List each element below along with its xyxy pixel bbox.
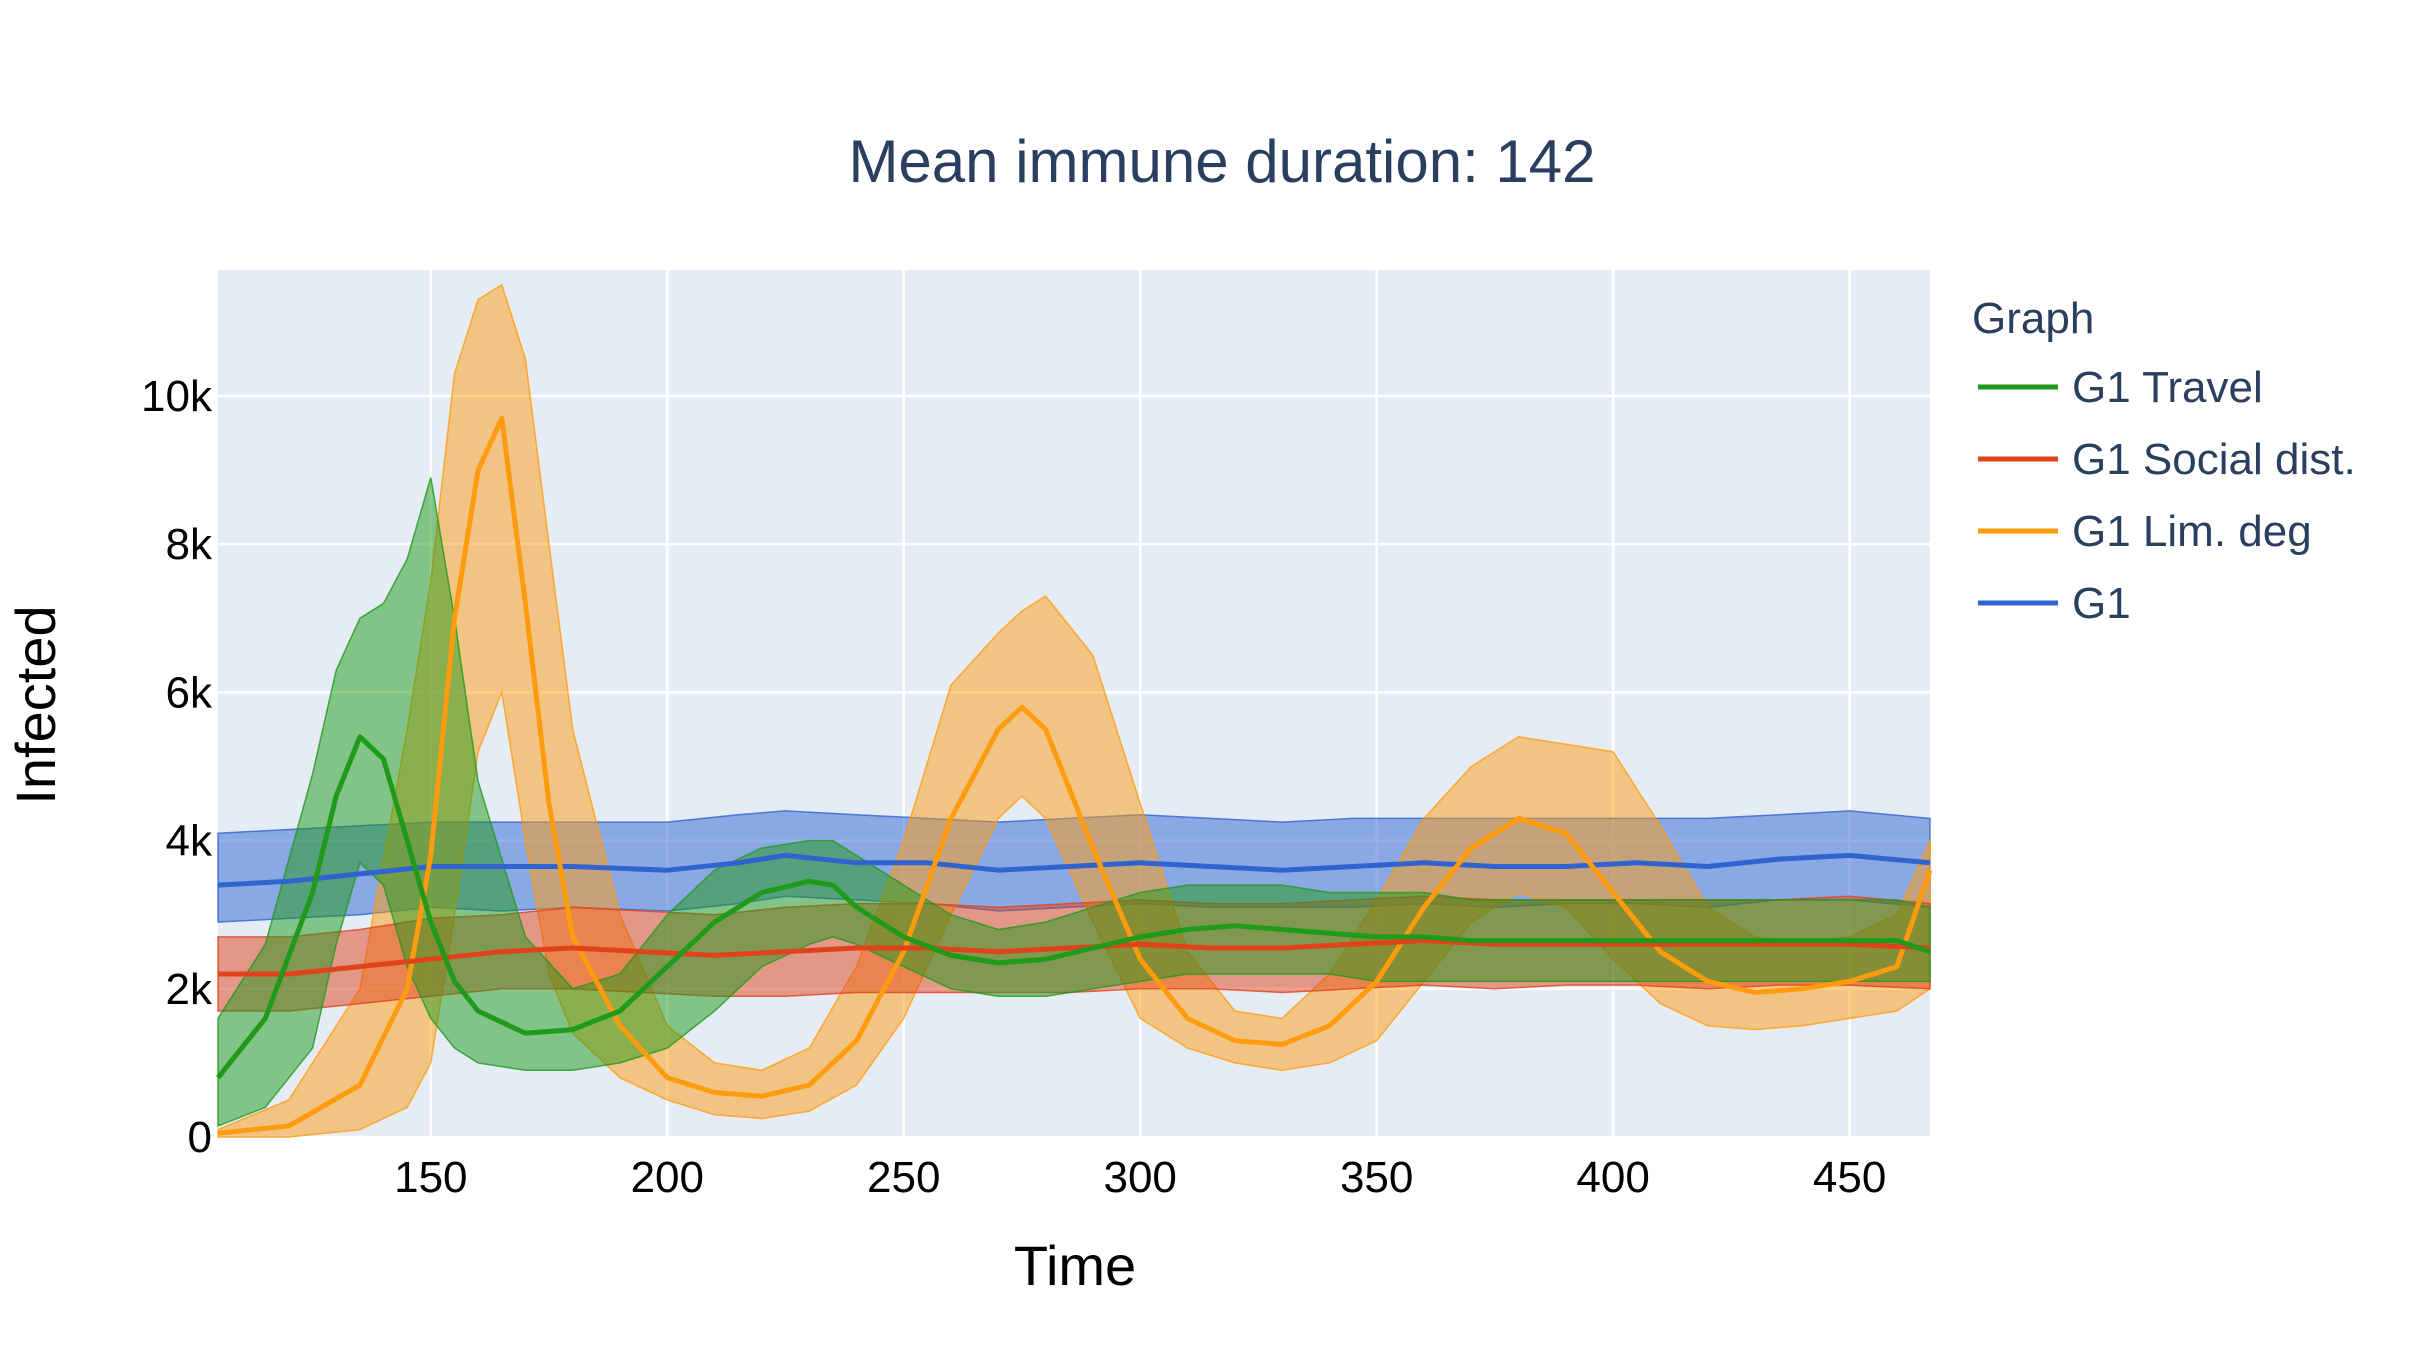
y-tick-label: 0 bbox=[188, 1113, 212, 1162]
x-tick-label: 150 bbox=[394, 1153, 467, 1202]
line-g1-lim-deg bbox=[217, 415, 1933, 1136]
y-tick-label: 10k bbox=[141, 372, 213, 421]
legend-label: G1 Travel bbox=[2072, 363, 2263, 412]
x-axis-ticks: 150 200 250 300 350 400 450 bbox=[394, 1153, 1886, 1202]
x-tick-label: 250 bbox=[867, 1153, 940, 1202]
x-tick-label: 400 bbox=[1576, 1153, 1649, 1202]
legend: Graph G1 Travel G1 Social dist. G1 Lim. de… bbox=[1972, 294, 2356, 628]
x-tick-label: 450 bbox=[1813, 1153, 1886, 1202]
legend-item-g1: G1 bbox=[1978, 579, 2131, 628]
legend-label: G1 Lim. deg bbox=[2072, 507, 2312, 556]
legend-item-g1-travel: G1 Travel bbox=[1978, 363, 2263, 412]
y-axis-ticks: 0 2k 4k 6k 8k 10k bbox=[141, 372, 213, 1162]
y-tick-label: 8k bbox=[166, 520, 213, 569]
legend-label: G1 Social dist. bbox=[2072, 435, 2356, 484]
series-lines bbox=[216, 415, 1933, 1136]
y-tick-label: 2k bbox=[166, 965, 213, 1014]
line-g1-travel bbox=[216, 734, 1931, 1080]
chart-title: Mean immune duration: 142 bbox=[848, 128, 1595, 195]
band-g1-travel bbox=[217, 477, 1931, 1127]
line-g1 bbox=[217, 852, 1931, 888]
x-tick-label: 350 bbox=[1340, 1153, 1413, 1202]
x-tick-label: 300 bbox=[1103, 1153, 1176, 1202]
y-axis-title: Infected bbox=[4, 605, 67, 804]
x-axis-title: Time bbox=[1014, 1234, 1136, 1297]
y-tick-label: 4k bbox=[166, 817, 213, 866]
legend-title: Graph bbox=[1972, 294, 2094, 343]
line-g1-social-dist- bbox=[218, 938, 1931, 977]
legend-item-g1-social-dist-: G1 Social dist. bbox=[1978, 435, 2356, 484]
legend-label: G1 bbox=[2072, 579, 2131, 628]
x-tick-label: 200 bbox=[631, 1153, 704, 1202]
y-tick-label: 6k bbox=[166, 668, 213, 717]
legend-item-g1-lim-deg: G1 Lim. deg bbox=[1978, 507, 2312, 556]
